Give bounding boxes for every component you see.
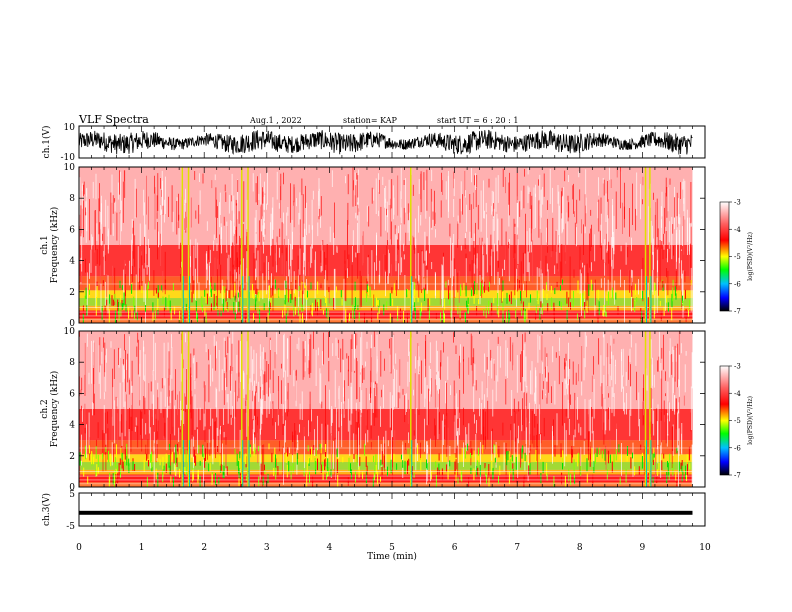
ch2-spectrogram-ytick-label: 6: [69, 389, 75, 399]
ch1-spectrogram-colorbar-tick-label: -6: [734, 280, 741, 288]
ch1-spectrogram-ytick-label: 0: [69, 319, 75, 329]
x-tick-label: 0: [76, 543, 82, 553]
x-tick-label: 8: [577, 543, 583, 553]
x-tick-label: 4: [327, 543, 333, 553]
ch2-spectrogram-band: [79, 474, 693, 483]
ch2-spectrogram-ylabel: Frequency (kHz): [49, 371, 60, 448]
chart-title: VLF Spectra: [78, 113, 149, 126]
ch2-spectrogram-colorbar-tick-label: -4: [734, 390, 741, 398]
ch2-spectrogram-colorbar-tick-label: -3: [734, 363, 741, 371]
ch2-spectrogram-ytick-label: 4: [69, 421, 75, 431]
ch2-spectrogram-ytick-label: 8: [69, 358, 75, 368]
ch2-spectrogram-ytick-label: 2: [69, 452, 75, 462]
ch2-spectrogram-band: [79, 469, 693, 475]
ch1-spectrogram-colorbar-tick-label: -4: [734, 226, 741, 234]
header-start-ut: start UT = 6 : 20 : 1: [437, 116, 518, 125]
ch3-ytick-label: 5: [69, 490, 75, 500]
ch2-spectrogram-colorbar-tick-label: -5: [734, 417, 741, 425]
ch2-spectrogram-colorbar-tick-label: -6: [734, 444, 741, 452]
ch1-spectrogram-nodata-area: [692, 167, 705, 323]
ch1-spectrogram-band: [79, 298, 693, 306]
x-tick-label: 3: [264, 543, 270, 553]
ch1-spectrogram-band: [79, 305, 693, 311]
header-station: station= KAP: [343, 116, 398, 125]
ch1-spectrogram-ytick-label: 4: [69, 257, 75, 267]
x-tick-label: 7: [514, 543, 520, 553]
x-axis-label: Time (min): [367, 551, 417, 562]
ch3-ytick-label: -5: [66, 522, 75, 532]
ch3-waveform-ylabel: ch.3(V): [41, 493, 52, 526]
ch1-spectrogram-colorbar-tick-label: -7: [734, 308, 741, 316]
x-tick-label: 2: [201, 543, 207, 553]
x-tick-label: 10: [699, 543, 711, 553]
ch1-spectrogram-ylabel: Frequency (kHz): [49, 207, 60, 284]
ch2-spectrogram-channel-label: ch.2: [40, 399, 50, 418]
ch1-spectrogram-colorbar-label: log(PSD)(V²/Hz): [747, 232, 754, 281]
ch1-spectrogram-channel-label: ch.1: [40, 235, 50, 254]
ch2-spectrogram-colorbar-tick-label: -7: [734, 472, 741, 480]
ch1-spectrogram-band: [79, 318, 693, 323]
x-tick-label: 9: [640, 543, 646, 553]
ch2-spectrogram-ytick-label: 10: [64, 327, 76, 337]
ch1-spectrogram-colorbar-tick-label: -5: [734, 253, 741, 261]
x-tick-label: 5: [389, 543, 395, 553]
ch1-spectrogram-texture: [79, 167, 692, 323]
ch1-spectrogram-colorbar: [719, 201, 730, 312]
ch1-ytick-label: -10: [61, 153, 76, 163]
ch2-spectrogram-ytick-label: 0: [69, 483, 75, 493]
header-date: Aug.1 , 2022: [249, 116, 302, 125]
ch1-spectrogram-colorbar-tick-label: -3: [734, 199, 741, 207]
ch1-spectrogram-ytick-label: 6: [69, 225, 75, 235]
ch3-waveform-trace: [79, 510, 693, 515]
ch1-spectrogram-band: [79, 245, 693, 277]
ch2-spectrogram-nodata-area: [692, 331, 705, 487]
ch2-spectrogram-texture: [79, 331, 693, 487]
header-layer: VLF Spectra Aug.1 , 2022 station= KAP st…: [78, 113, 518, 126]
x-tick-label: 1: [139, 543, 145, 553]
ch1-ytick-label: 10: [64, 123, 76, 133]
ch1-waveform-ylabel: ch.1(V): [41, 126, 52, 159]
ch1-spectrogram-ytick-label: 10: [64, 163, 76, 173]
ch2-spectrogram-colorbar-label: log(PSD)(V²/Hz): [747, 396, 754, 445]
ch1-spectrogram-ytick-label: 2: [69, 288, 75, 298]
x-tick-label: 6: [452, 543, 458, 553]
ch2-spectrogram-colorbar: [719, 365, 730, 476]
ch2-spectrogram-band: [79, 482, 693, 487]
ch1-spectrogram-band: [79, 310, 693, 319]
ch1-spectrogram-ytick-label: 8: [69, 194, 75, 204]
ch1-waveform-trace: [78, 129, 693, 155]
